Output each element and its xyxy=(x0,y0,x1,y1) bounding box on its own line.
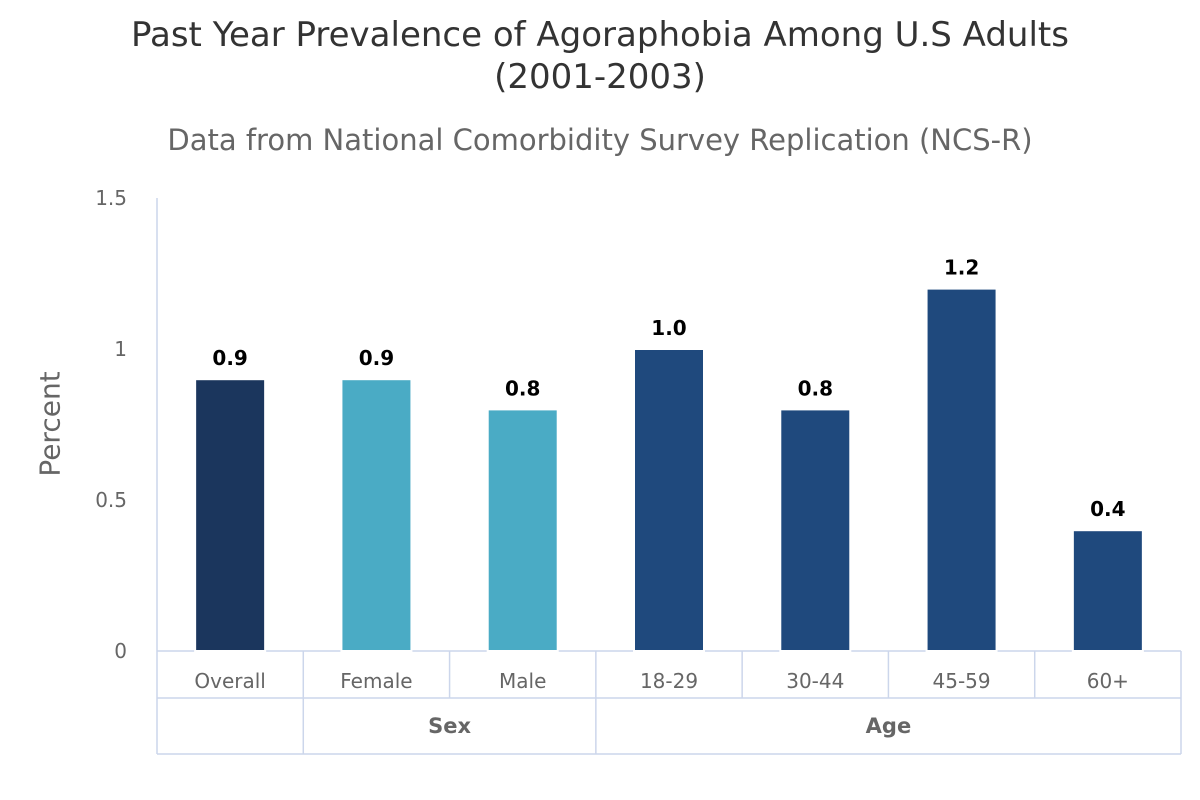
data-label: 0.9 xyxy=(359,346,394,370)
category-label: Male xyxy=(499,669,546,693)
y-tick-label: 1 xyxy=(114,337,127,361)
category-label: Overall xyxy=(194,669,265,693)
category-label: 45-59 xyxy=(933,669,991,693)
group-label: Sex xyxy=(428,714,471,738)
bar xyxy=(1071,529,1144,653)
category-label: 30-44 xyxy=(786,669,844,693)
y-tick-label: 1.5 xyxy=(95,186,127,210)
chart-subtitle: Data from National Comorbidity Survey Re… xyxy=(167,123,1033,157)
group-label: Age xyxy=(866,714,912,738)
bar xyxy=(194,378,267,652)
data-label: 0.4 xyxy=(1090,497,1125,521)
data-label: 1.0 xyxy=(651,316,686,340)
bar xyxy=(340,378,413,652)
chart-title-line1: Past Year Prevalence of Agoraphobia Amon… xyxy=(131,15,1069,55)
category-label: 60+ xyxy=(1087,669,1129,693)
bar xyxy=(925,287,998,652)
data-label: 0.9 xyxy=(212,346,247,370)
bar xyxy=(486,408,559,652)
bar xyxy=(633,348,705,652)
chart-title: Past Year Prevalence of Agoraphobia Amon… xyxy=(0,14,1200,98)
y-tick-label: 0.5 xyxy=(95,488,127,512)
chart-title-line2: (2001-2003) xyxy=(494,57,706,97)
data-label: 0.8 xyxy=(798,376,833,400)
data-label: 0.8 xyxy=(505,376,540,400)
data-label: 1.2 xyxy=(944,256,979,280)
y-tick-label: 0 xyxy=(114,639,127,663)
category-label: Female xyxy=(340,669,412,693)
category-label: 18-29 xyxy=(640,669,698,693)
bar xyxy=(779,408,852,652)
